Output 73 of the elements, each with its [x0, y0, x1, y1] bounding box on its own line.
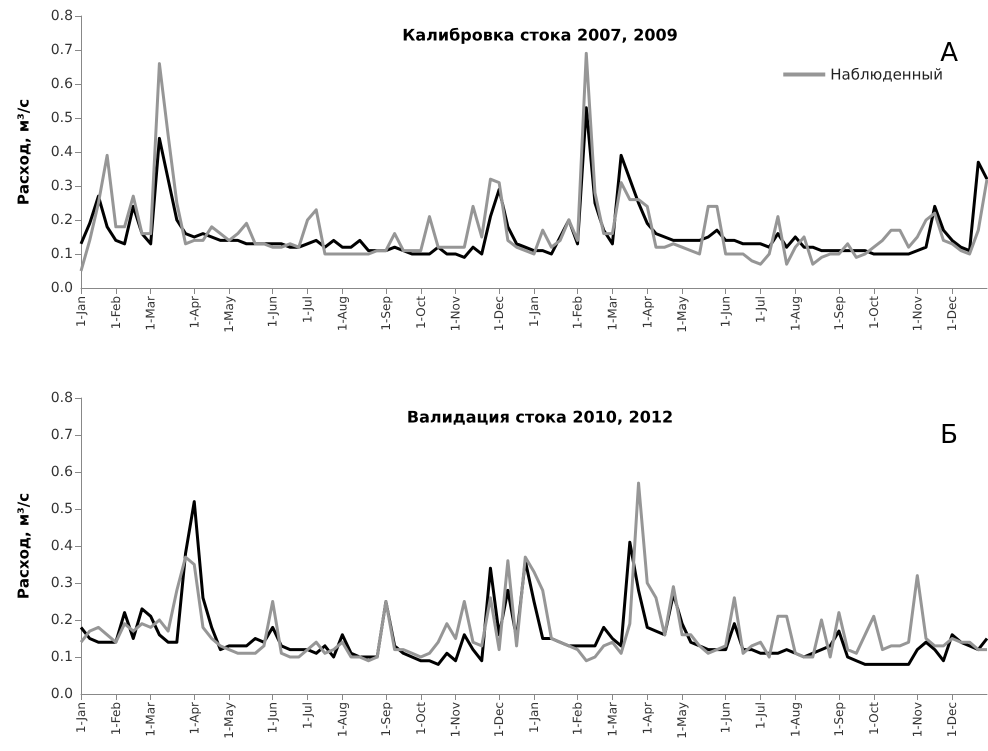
- x-tick-label: 1-Jun: [266, 296, 280, 328]
- legend-label: Наблюденный: [830, 66, 944, 84]
- y-axis-title: Расход, м³/с: [14, 492, 32, 600]
- y-tick-label: 0.4: [50, 538, 74, 554]
- y-tick-label: 0.5: [50, 110, 73, 126]
- x-tick-label: 1-Jun: [718, 296, 733, 328]
- x-tick-label: 1-May: [675, 702, 690, 739]
- x-tick-label: 1-Oct: [866, 296, 881, 330]
- x-tick-label: 1-Sep: [832, 702, 846, 737]
- x-tick-label: 1-Feb: [570, 296, 585, 330]
- x-tick-label: 1-Aug: [335, 296, 350, 332]
- x-tick-label: 1-Jan: [527, 702, 541, 734]
- y-tick-label: 0.3: [50, 178, 73, 194]
- x-tick-label: 1-Nov: [448, 702, 463, 738]
- x-tick-label: 1-Jan: [527, 296, 541, 328]
- y-tick-label: 0.6: [50, 464, 74, 480]
- y-tick-label: 0.3: [50, 575, 73, 591]
- x-tick-label: 1-Feb: [108, 296, 123, 330]
- x-tick-label: 1-Dec: [492, 702, 506, 738]
- x-tick-label: 1-Mar: [605, 702, 620, 737]
- x-tick-label: 1-Dec: [492, 296, 506, 332]
- x-tick-label: 1-Jul: [300, 702, 314, 730]
- x-tick-label: 1-Feb: [570, 702, 585, 736]
- x-tick-label: 1-Jul: [300, 296, 314, 324]
- x-tick-label: 1-Jul: [754, 296, 768, 324]
- y-tick-label: 0.2: [50, 612, 73, 628]
- x-tick-label: 1-Nov: [910, 702, 924, 738]
- x-tick-label: 1-Jul: [754, 702, 768, 730]
- y-tick-label: 0.0: [50, 280, 73, 296]
- annotation: Б: [940, 420, 958, 450]
- x-tick-label: 1-Jan: [74, 296, 88, 328]
- x-tick-label: 1-Jun: [266, 702, 280, 734]
- y-tick-label: 0.6: [50, 76, 74, 92]
- y-tick-label: 0.5: [50, 501, 73, 517]
- y-tick-label: 0.1: [50, 649, 73, 665]
- x-tick-label: 1-Feb: [108, 702, 123, 736]
- x-tick-label: 1-Sep: [378, 296, 393, 331]
- x-tick-label: 1-Oct: [414, 296, 428, 330]
- y-tick-label: 0.0: [50, 686, 73, 702]
- x-tick-label: 1-May: [675, 296, 690, 333]
- x-tick-label: 1-May: [222, 702, 236, 739]
- x-tick-label: 1-Apr: [640, 296, 654, 328]
- x-tick-label: 1-Mar: [144, 702, 158, 737]
- text: Валидация стока 2010, 2012: [406, 408, 674, 426]
- x-tick-label: 1-Apr: [640, 702, 654, 734]
- x-tick-label: 1-Aug: [788, 296, 802, 332]
- y-tick-label: 0.7: [50, 42, 73, 58]
- x-tick-label: 1-Oct: [414, 702, 428, 736]
- x-tick-label: 1-Nov: [448, 296, 463, 332]
- x-tick-label: 1-Aug: [335, 702, 350, 738]
- y-tick-label: 0.7: [50, 427, 73, 443]
- y-axis-title: Расход, м³/с: [14, 98, 32, 206]
- x-tick-label: 1-Mar: [605, 296, 620, 331]
- x-tick-label: 1-May: [222, 296, 236, 333]
- y-tick-label: 0.2: [50, 212, 73, 228]
- x-tick-label: 1-Aug: [788, 702, 802, 738]
- y-tick-label: 0.1: [50, 246, 73, 262]
- x-tick-label: 1-Oct: [866, 702, 881, 736]
- text: Калибровка стока 2007, 2009: [402, 26, 678, 44]
- x-tick-label: 1-Sep: [378, 702, 393, 737]
- x-tick-label: 1-Apr: [187, 702, 202, 734]
- x-tick-label: 1-Dec: [945, 702, 960, 738]
- x-tick-label: 1-Mar: [144, 296, 158, 331]
- x-tick-label: 1-Sep: [832, 296, 846, 331]
- y-tick-label: 0.4: [50, 144, 74, 160]
- x-tick-label: 1-Nov: [910, 296, 924, 332]
- x-tick-label: 1-Jun: [718, 702, 733, 734]
- x-tick-label: 1-Jan: [74, 702, 88, 734]
- annotation: А: [940, 38, 958, 68]
- y-tick-label: 0.8: [50, 8, 73, 24]
- x-tick-label: 1-Apr: [187, 296, 202, 328]
- y-tick-label: 0.8: [50, 390, 73, 406]
- x-tick-label: 1-Dec: [945, 296, 960, 332]
